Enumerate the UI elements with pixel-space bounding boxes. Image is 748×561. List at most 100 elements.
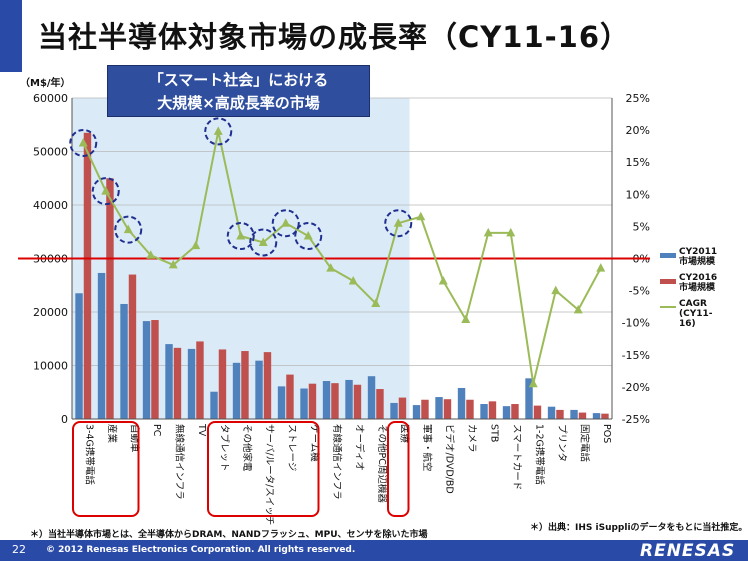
bar-cy2011 (142, 321, 151, 419)
bar-cy2016 (196, 341, 204, 419)
x-category-label: サーバ/ルータ/スイッチ (263, 424, 274, 525)
bar-cy2011 (97, 272, 106, 419)
x-category-label: その他PC周辺機器 (376, 424, 388, 503)
cagr-point (101, 186, 111, 195)
legend-swatch-cy2016 (660, 279, 676, 284)
callout-line-1: 「スマート社会」における (148, 71, 329, 89)
bar-cy2011 (345, 379, 353, 419)
x-category-label: 自動車 (128, 424, 140, 453)
highlight-category-box (72, 421, 140, 517)
page-number: 22 (12, 543, 26, 556)
bar-cy2011 (412, 405, 421, 419)
x-category-label: 医療 (398, 424, 410, 444)
x-category-label: 1-2G携帯電話 (533, 424, 545, 485)
cagr-line (82, 131, 602, 384)
x-category-label: オーディオ (353, 424, 365, 471)
bar-cy2016 (421, 399, 429, 419)
x-category-label: STB (488, 424, 499, 442)
cagr-point (326, 263, 336, 272)
x-category-label: 3-4G携帯電話 (83, 424, 95, 485)
cagr-point (236, 231, 246, 240)
highlight-category-box (207, 421, 320, 517)
y-right-tick-label: -5% (629, 285, 650, 298)
bar-cy2011 (525, 378, 533, 419)
cagr-point (303, 231, 313, 240)
bar-cy2011 (300, 388, 308, 419)
y-left-tick-label: 50000 (33, 146, 68, 159)
bar-cy2011 (502, 406, 511, 419)
x-category-label: その他家電 (241, 424, 253, 472)
highlight-circle (69, 128, 98, 157)
cagr-point (416, 211, 426, 221)
highlight-category-box (387, 421, 410, 517)
legend-label-cy2016: CY2016 市場規模 (679, 273, 718, 293)
x-category-label: カメラ (466, 424, 477, 453)
bar-cy2011 (255, 360, 263, 419)
cagr-point (213, 126, 223, 135)
y-right-tick-label: 15% (626, 156, 650, 169)
bar-cy2011 (210, 391, 218, 419)
cagr-point (528, 378, 538, 388)
bar-cy2016 (128, 274, 137, 419)
cagr-point (393, 218, 403, 227)
y-left-tick-label: 0 (61, 413, 68, 426)
bar-cy2016 (578, 412, 587, 419)
bar-cy2016 (533, 405, 542, 419)
copyright: © 2012 Renesas Electronics Corporation. … (46, 545, 356, 555)
bar-cy2011 (277, 386, 286, 419)
bar-cy2016 (443, 399, 452, 419)
cagr-point (78, 137, 88, 147)
x-category-label: 産業 (106, 424, 118, 444)
bar-cy2011 (480, 404, 488, 419)
market-definition-note: ＊）当社半導体市場とは、全半導体からDRAM、NANDフラッシュ、MPU、センサ… (30, 530, 428, 540)
bar-cy2016 (83, 132, 92, 419)
y-right-tick-label: -20% (622, 381, 650, 394)
bar-cy2011 (547, 406, 556, 419)
footer-bar (0, 540, 748, 561)
bar-cy2016 (466, 399, 474, 419)
highlight-circle (294, 222, 323, 251)
highlight-circle (91, 177, 120, 206)
bar-cy2011 (570, 409, 578, 419)
bar-cy2016 (151, 320, 159, 419)
y-right-tick-label: -15% (622, 349, 650, 362)
cagr-point (168, 259, 178, 269)
cagr-point (258, 237, 268, 246)
bar-cy2011 (367, 376, 376, 419)
cagr-point (483, 227, 493, 237)
cagr-point (191, 240, 201, 250)
highlight-circle (249, 228, 278, 257)
title-accent (0, 0, 22, 72)
legend-swatch-cy2011 (660, 253, 676, 258)
x-category-label: スマートカード (511, 424, 522, 490)
highlight-circle (384, 209, 413, 238)
y-left-tick-label: 20000 (33, 306, 68, 319)
highlight-circle (204, 117, 233, 146)
bar-cy2011 (457, 387, 466, 419)
bar-cy2016 (353, 384, 362, 419)
bar-cy2016 (398, 397, 407, 419)
x-category-label: タブレット (218, 424, 230, 472)
bar-cy2016 (488, 401, 497, 419)
bar-cy2016 (331, 383, 339, 419)
title-bar: 当社半導体対象市場の成長率（CY11-16） (0, 0, 748, 72)
bar-cy2011 (75, 293, 83, 419)
bar-cy2016 (556, 409, 564, 419)
legend-label-cy2011: CY2011 市場規模 (679, 247, 718, 267)
bar-cy2011 (187, 348, 196, 419)
bar-cy2011 (120, 303, 128, 419)
bar-cy2016 (308, 383, 317, 419)
bar-cy2011 (232, 362, 241, 419)
bar-cy2016 (106, 178, 114, 419)
legend-label-cagr: CAGR (CY11-16) (679, 299, 713, 329)
highlight-circle (271, 209, 300, 238)
cagr-point (551, 285, 561, 295)
x-category-label: 無線通信インフラ (173, 424, 185, 500)
source-note: ＊）出典：IHS iSuppliのデータをもとに当社推定。 (530, 523, 748, 533)
bar-cy2011 (435, 397, 443, 419)
x-category-label: ビデオ/DVD/BD (443, 424, 455, 494)
bar-cy2016 (376, 389, 384, 419)
y-left-tick-label: 10000 (33, 360, 68, 373)
x-category-label: PC (151, 424, 162, 437)
cagr-point (461, 314, 471, 323)
